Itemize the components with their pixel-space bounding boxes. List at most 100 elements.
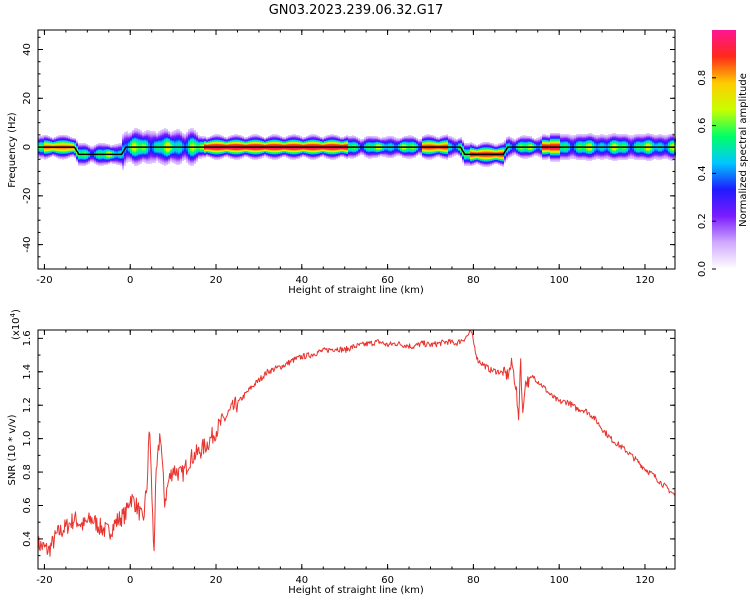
heatmap-cell: [304, 154, 306, 155]
heatmap-cell: [118, 158, 120, 159]
heatmap-cell: [106, 149, 108, 150]
heatmap-cell: [142, 134, 144, 135]
heatmap-cell: [188, 136, 190, 137]
heatmap-cell: [440, 155, 442, 156]
heatmap-cell: [182, 136, 184, 137]
heatmap-cell: [54, 152, 56, 153]
heatmap-cell: [302, 152, 304, 153]
heatmap-cell: [142, 140, 144, 141]
heatmap-cell: [286, 150, 288, 151]
heatmap-cell: [278, 135, 280, 136]
heatmap-cell: [248, 141, 250, 142]
heatmap-cell: [308, 148, 310, 149]
heatmap-cell: [120, 151, 122, 152]
heatmap-cell: [442, 154, 444, 155]
heatmap-cell: [386, 152, 388, 153]
heatmap-cell: [202, 150, 204, 151]
heatmap-cell: [190, 144, 192, 145]
heatmap-cell: [346, 143, 348, 144]
heatmap-cell: [192, 154, 194, 155]
heatmap-cell: [334, 159, 336, 160]
heatmap-cell: [406, 156, 408, 157]
heatmap-cell: [42, 140, 44, 141]
heatmap-cell: [326, 155, 328, 156]
heatmap-cell: [150, 145, 152, 146]
heatmap-cell: [230, 144, 232, 145]
heatmap-cell: [244, 152, 246, 153]
heatmap-cell: [386, 137, 388, 138]
heatmap-cell: [132, 144, 134, 145]
heatmap-cell: [194, 142, 196, 143]
heatmap-cell: [122, 160, 124, 161]
heatmap-cell: [110, 148, 112, 149]
heatmap-cell: [144, 161, 146, 162]
heatmap-cell: [412, 140, 414, 141]
heatmap-cell: [340, 144, 342, 145]
heatmap-cell: [358, 151, 360, 152]
heatmap-cell: [186, 158, 188, 159]
heatmap-cell: [178, 130, 180, 131]
heatmap-cell: [382, 143, 384, 144]
heatmap-cell: [300, 142, 302, 143]
heatmap-cell: [140, 130, 142, 131]
heatmap-cell: [42, 135, 44, 136]
heatmap-cell: [188, 154, 190, 155]
heatmap-cell: [230, 145, 232, 146]
heatmap-cell: [358, 142, 360, 143]
heatmap-cell: [118, 162, 120, 163]
heatmap-cell: [364, 156, 366, 157]
heatmap-cell: [432, 145, 434, 146]
heatmap-cell: [86, 152, 88, 153]
heatmap-cell: [430, 142, 432, 143]
heatmap-cell: [296, 154, 298, 155]
heatmap-cell: [48, 156, 50, 157]
heatmap-cell: [392, 154, 394, 155]
heatmap-cell: [224, 142, 226, 143]
heatmap-cell: [60, 140, 62, 141]
heatmap-cell: [286, 139, 288, 140]
heatmap-cell: [310, 149, 312, 150]
heatmap-cell: [324, 138, 326, 139]
heatmap-cell: [58, 136, 60, 137]
heatmap-cell: [400, 143, 402, 144]
heatmap-cell: [334, 152, 336, 153]
heatmap-cell: [348, 138, 350, 139]
heatmap-cell: [126, 133, 128, 134]
heatmap-cell: [138, 164, 140, 165]
heatmap-cell: [236, 158, 238, 159]
heatmap-cell: [388, 148, 390, 149]
heatmap-cell: [44, 157, 46, 158]
heatmap-cell: [346, 137, 348, 138]
heatmap-cell: [436, 145, 438, 146]
heatmap-cell: [364, 141, 366, 142]
heatmap-cell: [326, 144, 328, 145]
heatmap-cell: [338, 150, 340, 151]
heatmap-cell: [140, 138, 142, 139]
heatmap-cell: [210, 143, 212, 144]
heatmap-cell: [104, 146, 106, 147]
heatmap-cell: [114, 158, 116, 159]
heatmap-cell: [302, 149, 304, 150]
heatmap-cell: [128, 149, 130, 150]
heatmap-cell: [366, 140, 368, 141]
heatmap-cell: [338, 139, 340, 140]
heatmap-cell: [126, 148, 128, 149]
heatmap-cell: [442, 155, 444, 156]
heatmap-cell: [272, 148, 274, 149]
heatmap-cell: [186, 157, 188, 158]
heatmap-cell: [194, 137, 196, 138]
heatmap-cell: [126, 161, 128, 162]
heatmap-cell: [162, 134, 164, 135]
heatmap-cell: [88, 158, 90, 159]
heatmap-cell: [216, 136, 218, 137]
heatmap-cell: [314, 145, 316, 146]
heatmap-cell: [154, 157, 156, 158]
heatmap-cell: [172, 132, 174, 133]
heatmap-cell: [116, 150, 118, 151]
heatmap-cell: [252, 153, 254, 154]
heatmap-cell: [362, 153, 364, 154]
heatmap-cell: [330, 135, 332, 136]
heatmap-cell: [80, 145, 82, 146]
heatmap-cell: [110, 150, 112, 151]
heatmap-cell: [70, 150, 72, 151]
